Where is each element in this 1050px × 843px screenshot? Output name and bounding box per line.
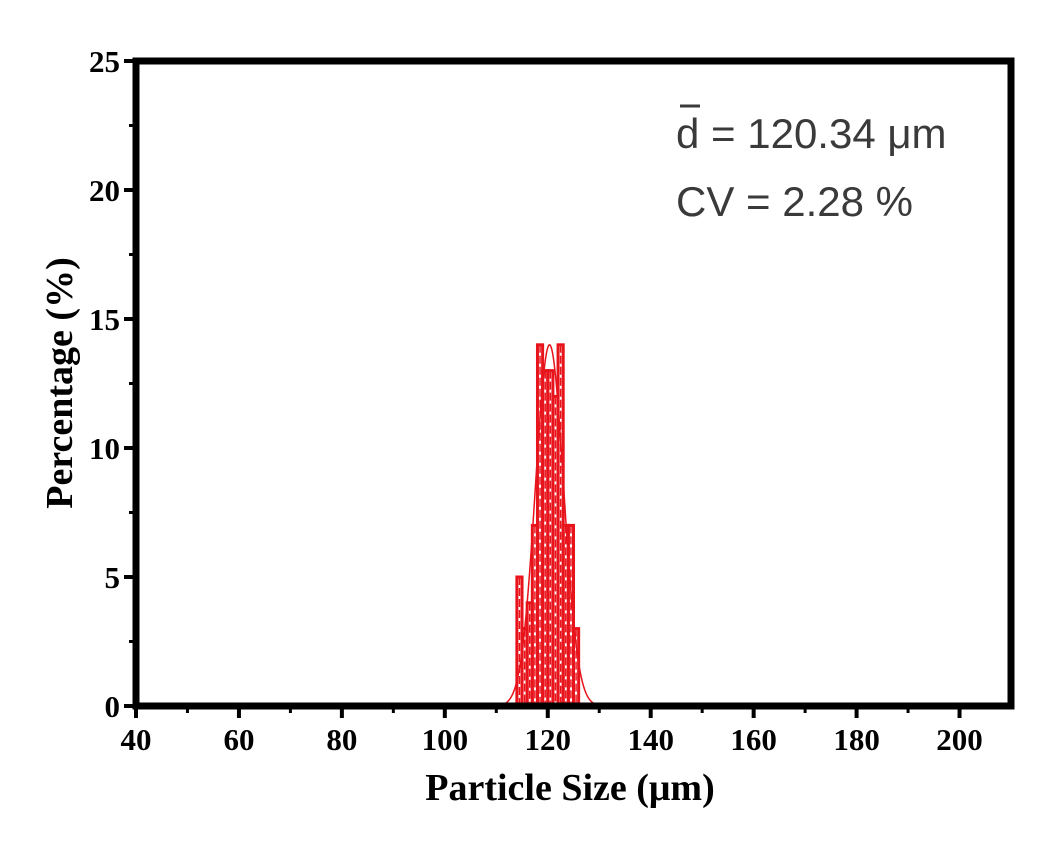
y-tick-label: 15 <box>89 302 120 337</box>
x-tick-label: 40 <box>121 722 152 757</box>
cv-annotation: CV = 2.28 % <box>676 178 913 225</box>
x-tick-label: 200 <box>936 722 983 757</box>
y-axis-tick-labels: 0 5 10 15 20 25 <box>89 44 120 724</box>
x-tick-label: 80 <box>326 722 357 757</box>
y-tick-label: 5 <box>105 560 121 595</box>
mean-value: = 120.34 μm <box>699 110 946 157</box>
x-tick-label: 100 <box>422 722 469 757</box>
x-tick-label: 60 <box>223 722 254 757</box>
y-tick-label: 0 <box>105 689 121 724</box>
mean-annotation: d = 120.34 μm <box>676 104 947 157</box>
y-axis-ticks <box>124 59 136 708</box>
x-tick-label: 160 <box>730 722 777 757</box>
svg-text:d = 120.34 μm: d = 120.34 μm <box>676 110 947 157</box>
y-axis-title: Percentage (%) <box>39 257 81 508</box>
x-tick-label: 180 <box>833 722 880 757</box>
x-axis-ticks <box>134 706 962 718</box>
mean-symbol: d <box>676 110 699 157</box>
gaussian-fit-curve <box>496 344 605 707</box>
bars-layer <box>515 343 581 708</box>
x-axis-tick-labels: 40 60 80 100 120 140 160 180 200 <box>121 722 983 757</box>
y-tick-label: 20 <box>89 173 120 208</box>
x-axis-title: Particle Size (μm) <box>425 767 715 809</box>
y-tick-label: 10 <box>89 431 120 466</box>
x-tick-label: 120 <box>525 722 572 757</box>
x-tick-label: 140 <box>627 722 674 757</box>
y-tick-label: 25 <box>89 44 120 79</box>
